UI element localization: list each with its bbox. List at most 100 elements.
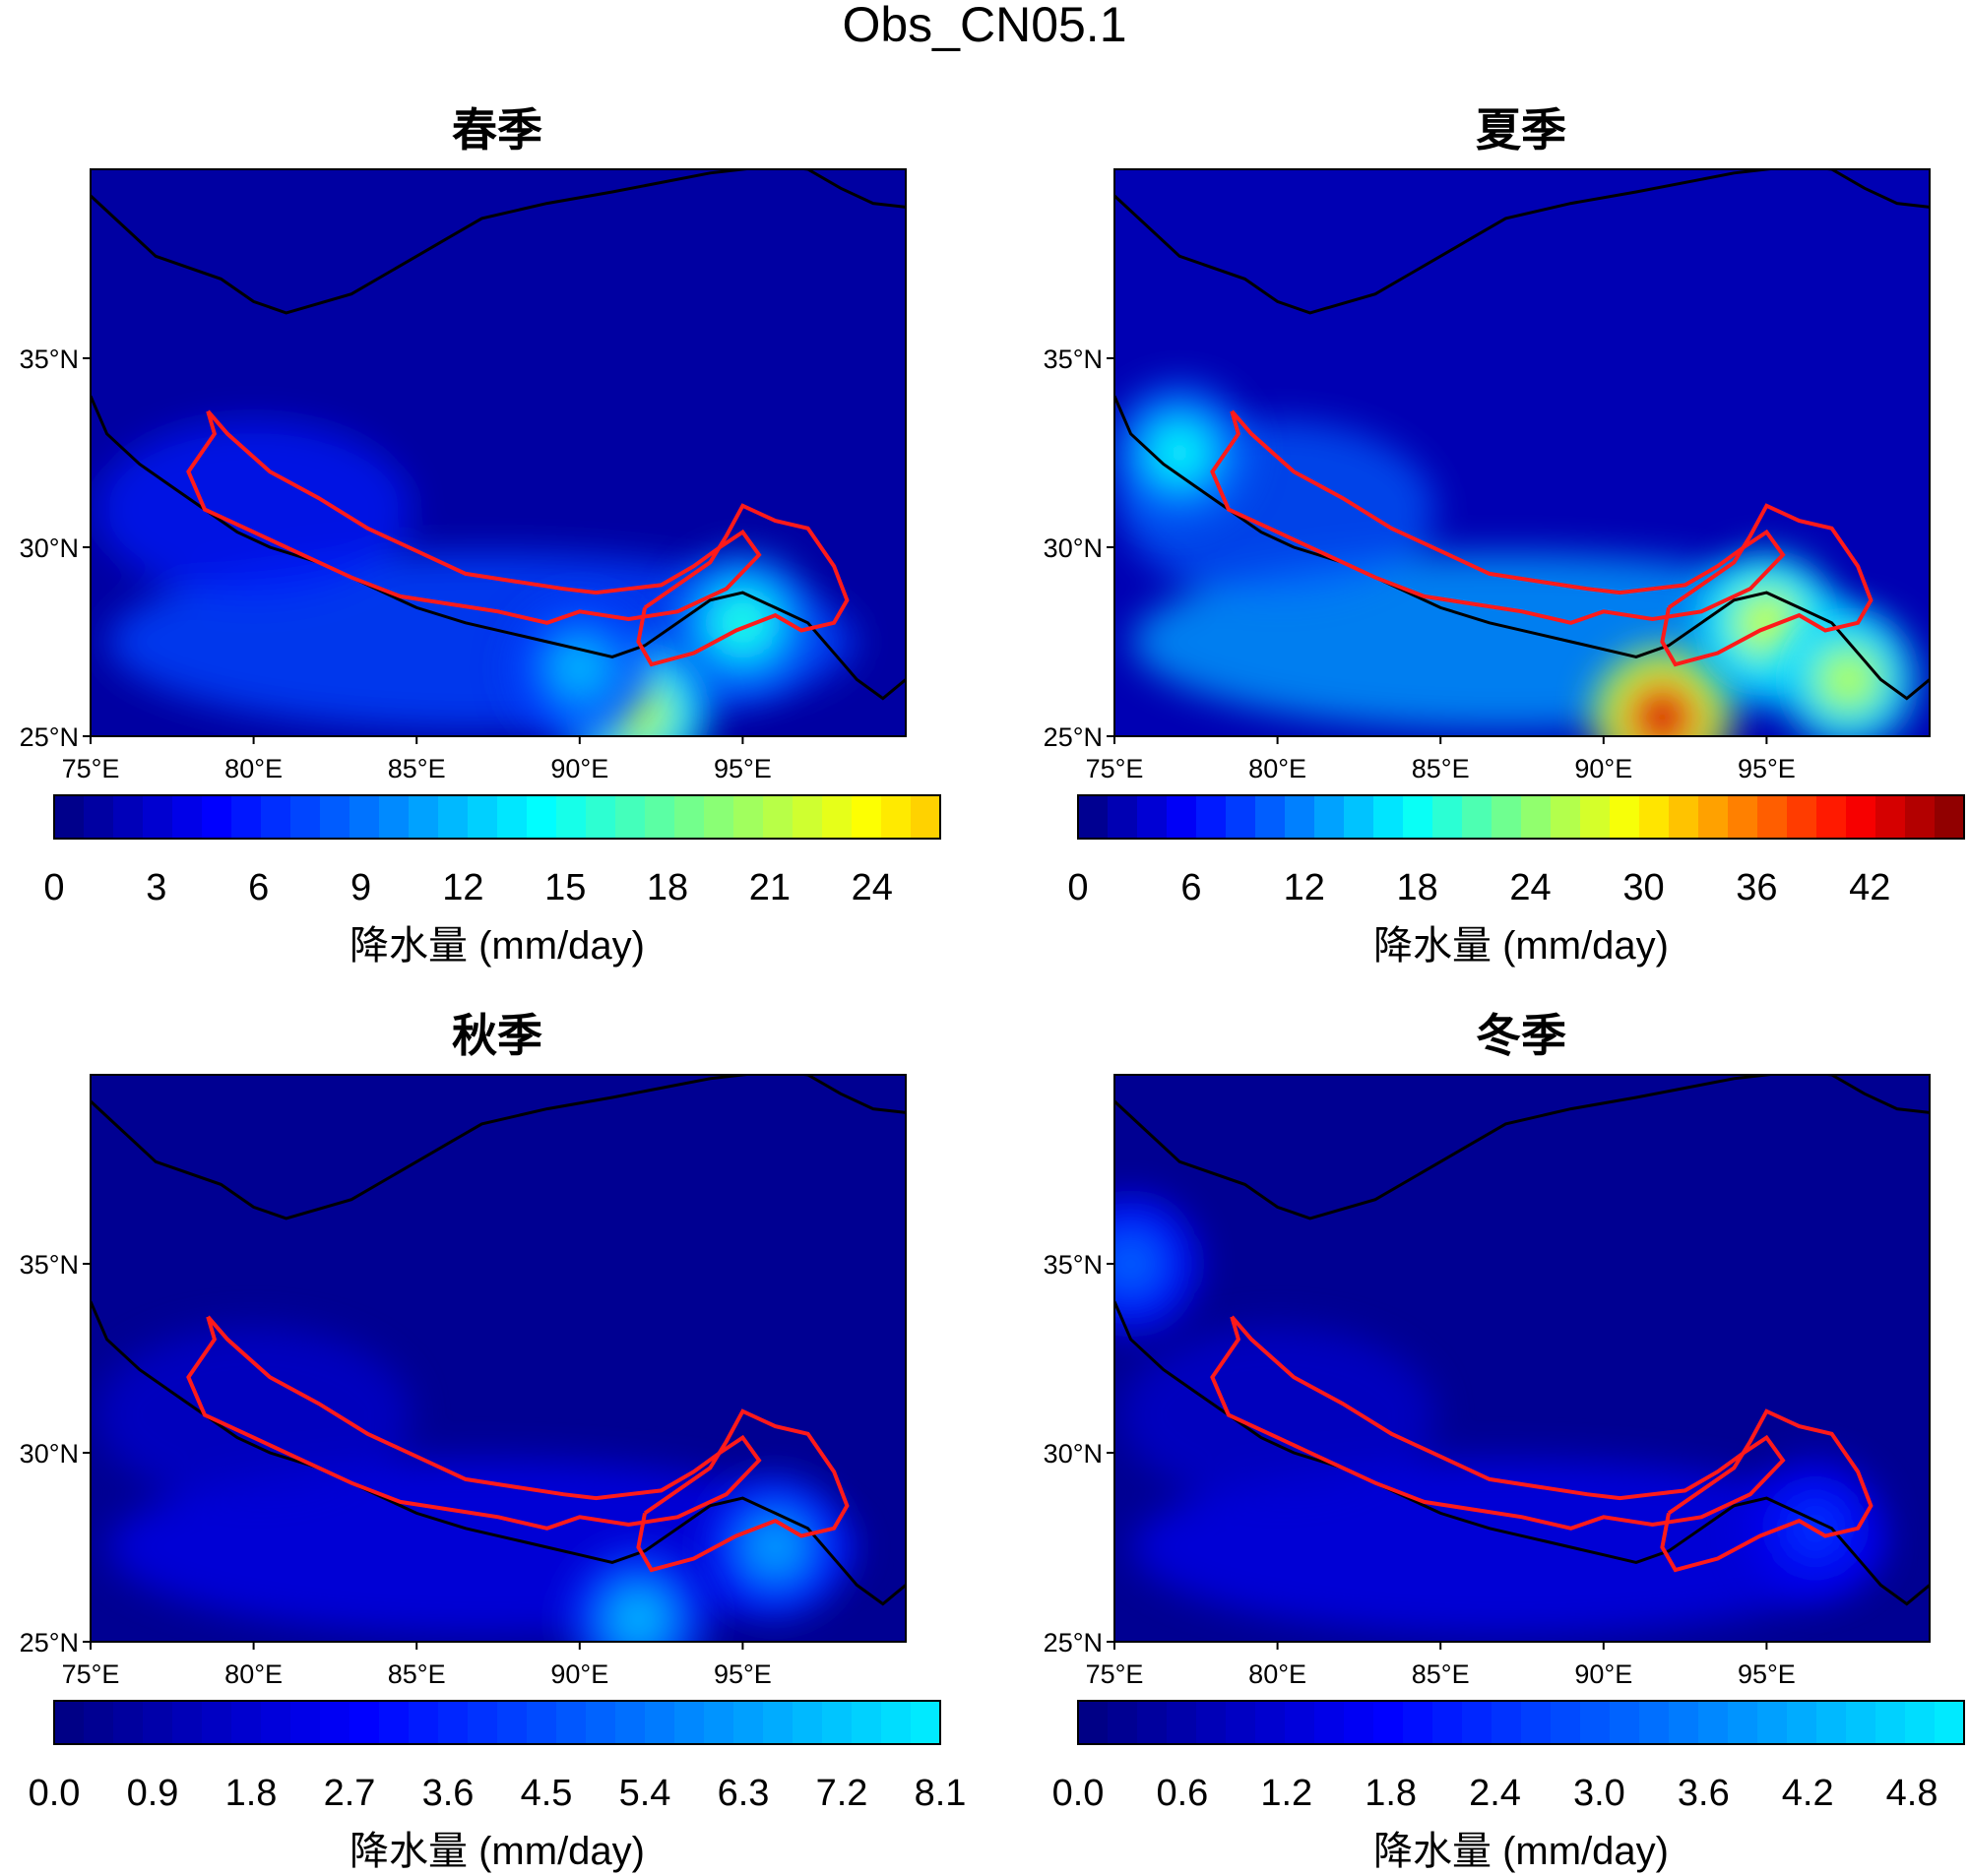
colorbar-segment (1373, 1701, 1404, 1744)
colorbar-segment (1905, 1701, 1936, 1744)
colorbar-segment (1137, 1701, 1168, 1744)
x-tick-label: 90°E (550, 754, 608, 783)
colorbar-segment (1403, 1701, 1433, 1744)
colorbar-segment (1875, 1701, 1906, 1744)
colorbar-segment (1521, 795, 1552, 839)
colorbar-tick-label: 3.0 (1573, 1773, 1625, 1814)
colorbar-tick-label: 9 (350, 867, 371, 908)
panel-title: 秋季 (452, 1010, 542, 1061)
colorbar-segment (1935, 795, 1965, 839)
colorbar-segment (1462, 1701, 1493, 1744)
colorbar-segment (290, 795, 321, 839)
colorbar-segment (1521, 1701, 1552, 1744)
y-tick-label: 35°N (20, 344, 79, 374)
y-tick-label: 25°N (1044, 722, 1103, 752)
colorbar-tick-label: 6 (248, 867, 269, 908)
colorbar-tick-label: 2.4 (1469, 1773, 1521, 1814)
colorbar-label: 降水量 (mm/day) (349, 924, 645, 968)
colorbar-tick-label: 3.6 (1678, 1773, 1730, 1814)
colorbar-segment (1639, 795, 1670, 839)
colorbar-label: 降水量 (mm/day) (349, 1830, 645, 1873)
y-tick-label: 30°N (20, 533, 79, 563)
colorbar-segment (1816, 1701, 1847, 1744)
colorbar-segment (645, 1701, 675, 1744)
colorbar-segment (1492, 795, 1522, 839)
colorbar-segment (556, 1701, 587, 1744)
colorbar-segment (1669, 795, 1699, 839)
x-tick-label: 85°E (388, 1659, 446, 1689)
colorbar-segment (1669, 1701, 1699, 1744)
colorbar-segment (1757, 1701, 1788, 1744)
colorbar-tick-label: 18 (1397, 867, 1438, 908)
colorbar-segment (822, 795, 853, 839)
colorbar-segment (1285, 795, 1315, 839)
colorbar-segment (202, 795, 232, 839)
precip-hotspot (510, 598, 649, 736)
colorbar-segment (1698, 1701, 1729, 1744)
colorbar-segment (497, 795, 528, 839)
colorbar (53, 1700, 941, 1745)
colorbar-segment (320, 795, 350, 839)
colorbar-segment (1846, 1701, 1876, 1744)
region-outline (1210, 1315, 1786, 1531)
colorbar-segment (763, 1701, 794, 1744)
x-tick-label: 80°E (224, 1659, 283, 1689)
colorbar-segment (1137, 795, 1168, 839)
colorbar-segment (586, 795, 616, 839)
map-area (1114, 169, 1930, 736)
precip-hotspot (569, 1549, 708, 1642)
precip-hotspot (673, 553, 812, 692)
colorbar-segment (852, 1701, 882, 1744)
colorbar-label: 降水量 (mm/day) (1373, 924, 1669, 968)
colorbar-tick-label: 3.6 (422, 1773, 475, 1814)
colorbar-segment (143, 1701, 173, 1744)
colorbar-segment (1403, 795, 1433, 839)
colorbar (1077, 794, 1965, 840)
x-tick-label: 95°E (714, 754, 772, 783)
y-tick-label: 30°N (20, 1439, 79, 1469)
colorbar-segment (1432, 795, 1463, 839)
map-area (1114, 1075, 1930, 1642)
colorbar-tick-label: 36 (1736, 867, 1777, 908)
colorbar-segment (1698, 795, 1729, 839)
colorbar-tick-label: 0.6 (1156, 1773, 1208, 1814)
colorbar-segment (1314, 1701, 1345, 1744)
colorbar-tick-label: 1.8 (225, 1773, 278, 1814)
map-frame (1113, 1074, 1931, 1643)
colorbar-tick-label: 12 (442, 867, 483, 908)
colorbar-tick-label: 2.7 (324, 1773, 376, 1814)
colorbar-segment (704, 1701, 734, 1744)
x-tick-label: 75°E (62, 1659, 120, 1689)
y-tick-label: 30°N (1044, 533, 1103, 563)
region-outline (186, 1315, 762, 1531)
colorbar-segment (1935, 1701, 1965, 1744)
colorbar-segment (1226, 795, 1256, 839)
panel-title: 冬季 (1476, 1010, 1566, 1061)
colorbar-tick-label: 1.8 (1365, 1773, 1417, 1814)
region-outline (636, 1408, 850, 1573)
colorbar-tick-label: 15 (544, 867, 586, 908)
y-tick-label: 30°N (1044, 1439, 1103, 1469)
precip-hotspot (1593, 648, 1732, 736)
colorbar (1077, 1700, 1965, 1745)
colorbar-segment (1108, 1701, 1138, 1744)
y-tick-label: 35°N (1044, 344, 1103, 374)
x-tick-label: 80°E (1248, 754, 1306, 783)
country-border (1114, 1075, 1930, 1220)
colorbar-segment (911, 1701, 941, 1744)
x-tick-label: 75°E (1086, 1659, 1144, 1689)
colorbar-tick-label: 30 (1622, 867, 1664, 908)
region-outline (186, 409, 762, 625)
colorbar-segment (1344, 795, 1374, 839)
panel-title: 春季 (452, 104, 542, 156)
colorbar-segment (911, 795, 941, 839)
map-frame (1113, 168, 1931, 737)
x-tick-label: 90°E (550, 1659, 608, 1689)
x-tick-label: 85°E (1412, 754, 1470, 783)
colorbar-segment (468, 795, 498, 839)
colorbar-segment (1462, 795, 1493, 839)
colorbar-segment (54, 1701, 85, 1744)
y-tick-label: 35°N (20, 1250, 79, 1280)
colorbar-segment (1196, 795, 1227, 839)
colorbar-segment (1551, 1701, 1581, 1744)
